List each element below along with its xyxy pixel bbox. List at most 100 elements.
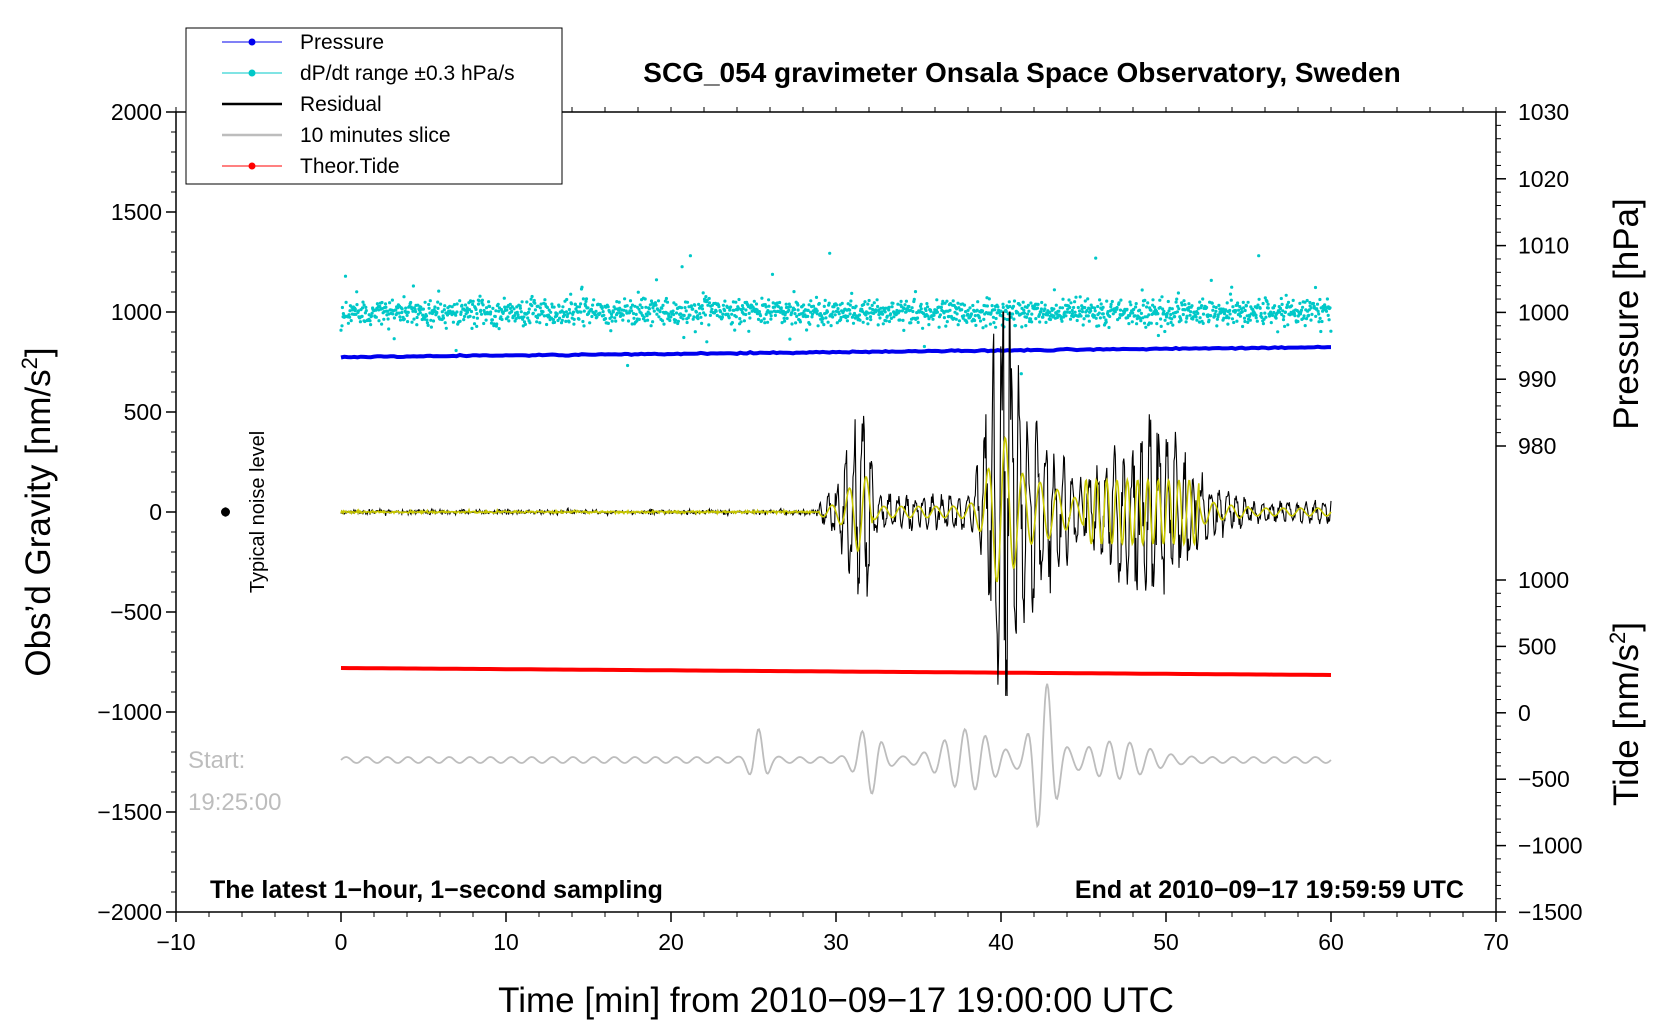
dpdt-point — [598, 311, 602, 315]
dpdt-point — [956, 323, 960, 327]
dpdt-point — [429, 318, 433, 322]
dpdt-point — [617, 300, 621, 304]
dpdt-point — [764, 305, 768, 309]
pressure-tick-label: 1030 — [1518, 99, 1569, 125]
y-axis-tide-title: Tide [nm/s2] — [1605, 622, 1646, 806]
dpdt-point — [1308, 300, 1312, 305]
dpdt-point — [694, 310, 699, 314]
dpdt-point — [592, 298, 596, 302]
dpdt-point — [579, 302, 583, 306]
dpdt-point — [421, 313, 425, 317]
dpdt-point — [586, 306, 590, 310]
dpdt-point — [707, 296, 711, 301]
dpdt-point — [475, 312, 479, 316]
dpdt-point — [1167, 309, 1171, 313]
dpdt-point — [1226, 322, 1230, 326]
dpdt-point — [1319, 329, 1323, 334]
dpdt-point — [499, 315, 503, 319]
dpdt-point — [674, 311, 679, 315]
dpdt-point — [521, 317, 525, 321]
dpdt-point — [1256, 303, 1260, 307]
dpdt-point — [462, 314, 467, 319]
dpdt-point — [806, 308, 810, 312]
dpdt-point — [1077, 309, 1082, 313]
dpdt-point — [575, 305, 579, 309]
dpdt-point — [527, 307, 531, 311]
dpdt-point — [1260, 315, 1264, 319]
dpdt-point — [602, 313, 606, 317]
dpdt-point — [484, 318, 488, 322]
dpdt-point — [892, 315, 896, 319]
dpdt-point — [729, 305, 733, 309]
dpdt-point — [1198, 300, 1202, 304]
dpdt-point — [723, 308, 727, 313]
dpdt-point — [874, 309, 878, 313]
dpdt-point — [1309, 306, 1313, 310]
dpdt-point — [512, 314, 517, 318]
dpdt-point — [973, 318, 977, 323]
y-tick-label: 500 — [124, 399, 162, 425]
dpdt-point — [426, 323, 430, 327]
dpdt-point — [440, 310, 444, 314]
dpdt-point — [1254, 316, 1258, 320]
dpdt-point — [375, 302, 379, 306]
dpdt-point — [497, 309, 501, 313]
dpdt-point — [672, 301, 676, 305]
dpdt-point — [561, 305, 565, 309]
dpdt-point — [1097, 311, 1101, 315]
dpdt-point — [603, 317, 608, 321]
dpdt-point — [1257, 297, 1261, 301]
dpdt-point — [988, 322, 993, 326]
dpdt-point — [1238, 305, 1242, 309]
dpdt-point — [1194, 315, 1198, 319]
dpdt-point — [348, 309, 352, 313]
dpdt-point — [1214, 309, 1218, 313]
dpdt-point — [682, 335, 686, 340]
dpdt-point — [1144, 325, 1148, 329]
dpdt-point — [1276, 330, 1280, 334]
dpdt-point — [1098, 316, 1102, 320]
dpdt-point — [1315, 302, 1320, 306]
dpdt-point — [397, 311, 401, 315]
dpdt-point — [927, 323, 931, 327]
dpdt-point — [1001, 305, 1005, 309]
dpdt-point — [828, 251, 832, 255]
dpdt-point — [941, 299, 945, 303]
dpdt-point — [437, 289, 441, 293]
dpdt-point — [1198, 316, 1202, 320]
dpdt-point — [573, 302, 577, 306]
y-tick-label: −500 — [110, 599, 162, 625]
dpdt-point — [402, 295, 406, 299]
legend-label: Residual — [300, 93, 382, 116]
dpdt-point — [369, 314, 373, 318]
dpdt-point — [792, 290, 796, 294]
dpdt-point — [661, 303, 665, 307]
dpdt-point — [672, 312, 676, 317]
dpdt-point — [425, 321, 429, 325]
dpdt-point — [1243, 308, 1247, 313]
dpdt-point — [881, 306, 885, 310]
dpdt-point — [1162, 309, 1166, 313]
dpdt-point — [747, 329, 751, 333]
dpdt-point — [848, 303, 852, 307]
pressure-tick-label: 980 — [1518, 433, 1556, 459]
dpdt-point — [1151, 298, 1155, 302]
dpdt-point — [790, 311, 794, 315]
dpdt-point — [500, 317, 504, 322]
dpdt-point — [522, 320, 527, 324]
dpdt-point — [654, 303, 658, 307]
dpdt-point — [571, 310, 576, 314]
dpdt-point — [385, 309, 389, 313]
dpdt-point — [566, 312, 570, 316]
dpdt-point — [364, 305, 368, 309]
dpdt-point — [1326, 313, 1330, 317]
dpdt-point — [505, 308, 509, 312]
dpdt-point — [688, 313, 692, 317]
dpdt-point — [822, 323, 826, 327]
y-axis-tide-title-sup: 2 — [1605, 632, 1630, 644]
dpdt-point — [702, 311, 706, 315]
dpdt-point — [1052, 314, 1056, 318]
dpdt-point — [685, 320, 689, 325]
dpdt-point — [798, 320, 803, 324]
dpdt-point — [720, 315, 725, 319]
